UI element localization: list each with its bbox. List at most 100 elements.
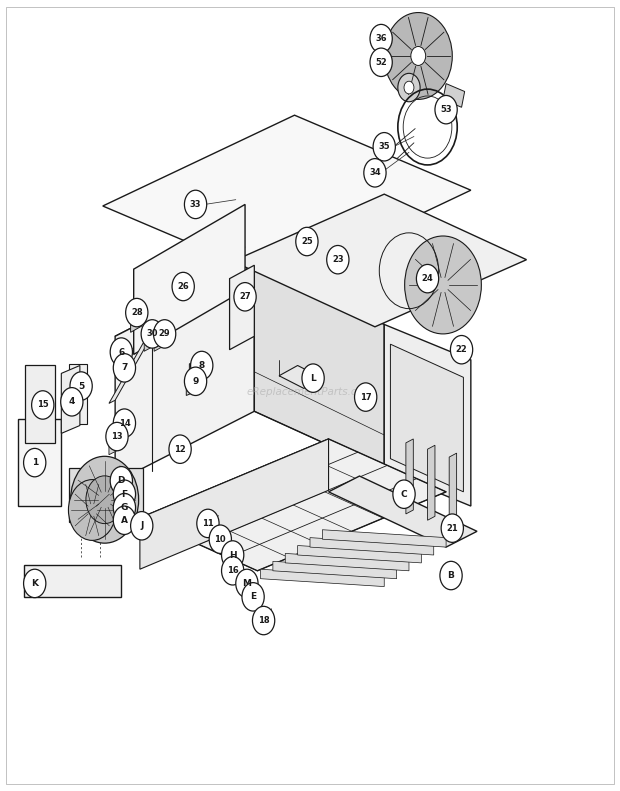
Circle shape xyxy=(32,391,54,419)
Circle shape xyxy=(209,525,231,554)
Text: E: E xyxy=(250,592,256,601)
Text: 4: 4 xyxy=(69,397,75,407)
Circle shape xyxy=(236,570,258,598)
Polygon shape xyxy=(279,365,322,388)
Text: 22: 22 xyxy=(456,345,467,354)
Text: 34: 34 xyxy=(369,168,381,177)
Text: 30: 30 xyxy=(146,329,158,339)
Text: 27: 27 xyxy=(239,293,251,301)
Polygon shape xyxy=(109,340,149,403)
Polygon shape xyxy=(391,344,463,492)
Text: 12: 12 xyxy=(174,445,186,454)
Circle shape xyxy=(355,383,377,411)
Text: 36: 36 xyxy=(375,34,387,43)
Polygon shape xyxy=(260,570,384,587)
Text: D: D xyxy=(118,476,125,485)
Polygon shape xyxy=(140,439,329,570)
Circle shape xyxy=(327,245,349,274)
Text: M: M xyxy=(242,579,251,588)
Circle shape xyxy=(370,48,392,77)
Polygon shape xyxy=(406,439,414,514)
Polygon shape xyxy=(25,365,55,443)
Circle shape xyxy=(86,476,123,524)
Polygon shape xyxy=(144,334,153,351)
Circle shape xyxy=(110,338,133,366)
Polygon shape xyxy=(322,530,446,547)
Polygon shape xyxy=(115,265,254,483)
Text: K: K xyxy=(31,579,38,588)
Circle shape xyxy=(398,74,420,102)
Circle shape xyxy=(169,435,191,464)
Polygon shape xyxy=(254,265,384,471)
Circle shape xyxy=(296,227,318,255)
Text: 14: 14 xyxy=(118,418,130,428)
Circle shape xyxy=(154,320,175,348)
Circle shape xyxy=(435,96,457,124)
Circle shape xyxy=(190,351,213,380)
Text: 26: 26 xyxy=(177,282,189,291)
Text: 7: 7 xyxy=(122,363,128,373)
Polygon shape xyxy=(112,421,130,441)
Text: 18: 18 xyxy=(258,616,270,625)
Circle shape xyxy=(404,81,414,94)
Polygon shape xyxy=(140,439,446,571)
Circle shape xyxy=(131,512,153,540)
Text: A: A xyxy=(121,516,128,524)
Circle shape xyxy=(61,388,83,416)
Text: 53: 53 xyxy=(440,105,452,114)
Circle shape xyxy=(242,583,264,611)
Polygon shape xyxy=(109,435,125,455)
Polygon shape xyxy=(384,324,471,506)
Text: 21: 21 xyxy=(446,524,458,532)
Circle shape xyxy=(221,541,244,570)
Circle shape xyxy=(110,467,133,495)
Polygon shape xyxy=(61,365,80,433)
Text: C: C xyxy=(401,490,407,498)
Text: 29: 29 xyxy=(159,329,170,339)
Circle shape xyxy=(113,354,136,382)
Text: 25: 25 xyxy=(301,237,312,246)
Circle shape xyxy=(197,509,219,538)
Text: 23: 23 xyxy=(332,255,343,264)
Polygon shape xyxy=(329,476,477,547)
Circle shape xyxy=(106,422,128,451)
Text: B: B xyxy=(448,571,454,580)
Circle shape xyxy=(370,25,392,53)
Text: 52: 52 xyxy=(375,58,387,66)
Circle shape xyxy=(405,236,481,334)
Circle shape xyxy=(24,570,46,598)
Circle shape xyxy=(113,506,136,535)
Text: 13: 13 xyxy=(111,432,123,441)
Circle shape xyxy=(373,133,396,161)
Polygon shape xyxy=(229,265,254,350)
Circle shape xyxy=(441,514,463,543)
Text: 8: 8 xyxy=(198,361,205,370)
Text: L: L xyxy=(310,373,316,383)
Circle shape xyxy=(113,480,136,509)
Polygon shape xyxy=(154,334,163,351)
Circle shape xyxy=(24,448,46,477)
Text: 10: 10 xyxy=(215,535,226,543)
Text: J: J xyxy=(140,521,143,530)
Polygon shape xyxy=(285,554,409,571)
Text: 35: 35 xyxy=(378,142,390,151)
Polygon shape xyxy=(69,468,143,522)
Circle shape xyxy=(393,480,415,509)
Polygon shape xyxy=(69,364,87,424)
Polygon shape xyxy=(428,445,435,520)
Circle shape xyxy=(141,320,164,348)
Circle shape xyxy=(364,159,386,187)
Text: H: H xyxy=(229,551,236,559)
Polygon shape xyxy=(443,84,464,108)
Text: 1: 1 xyxy=(32,458,38,467)
Text: 5: 5 xyxy=(78,381,84,391)
Text: 33: 33 xyxy=(190,200,202,209)
Circle shape xyxy=(184,367,206,396)
Polygon shape xyxy=(310,538,434,555)
Polygon shape xyxy=(186,373,205,396)
Text: 15: 15 xyxy=(37,400,48,410)
Circle shape xyxy=(113,409,136,437)
Circle shape xyxy=(221,557,244,585)
Circle shape xyxy=(440,562,462,590)
Text: eReplacementParts.com: eReplacementParts.com xyxy=(246,387,374,396)
